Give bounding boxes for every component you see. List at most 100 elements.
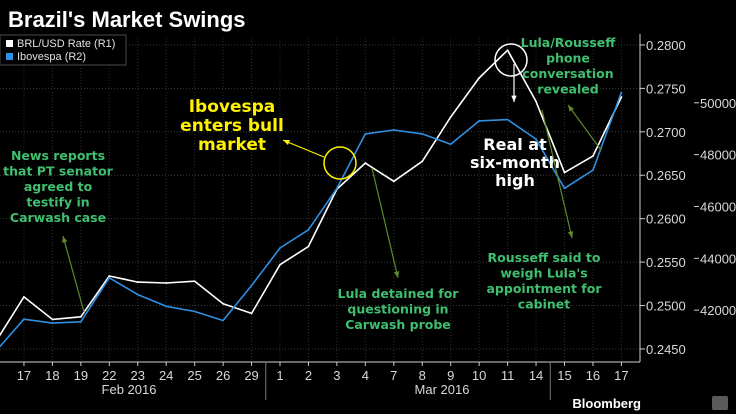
highlight-circle-high xyxy=(494,43,528,77)
data-point-brl xyxy=(250,312,253,315)
series-layer xyxy=(0,49,623,348)
data-point-brl xyxy=(222,302,225,305)
data-point-brl xyxy=(478,77,481,79)
annotation-lula-detained-line: Lula detained for xyxy=(338,286,460,301)
data-point-brl xyxy=(506,49,509,52)
annotation-news-line: testify in xyxy=(26,195,89,210)
data-point-ibov xyxy=(449,143,452,146)
connector-bull xyxy=(289,142,325,158)
x-tick-label: 24 xyxy=(159,368,173,383)
r2-tick-label: 46000 xyxy=(700,199,736,214)
data-point-brl xyxy=(535,100,537,103)
annotation-real-high-line: Real at xyxy=(483,135,547,154)
annotation-lula-detained-line: questioning in xyxy=(347,302,448,317)
data-point-brl xyxy=(193,280,196,283)
data-point-brl xyxy=(136,281,139,283)
data-point-brl xyxy=(592,155,594,158)
data-point-ibov xyxy=(478,120,481,122)
r2-tick-label: 50000 xyxy=(700,96,736,111)
x-tick-label: 26 xyxy=(216,368,230,383)
annotation-news-line: News reports xyxy=(11,148,105,163)
x-tick-label: 9 xyxy=(447,368,454,383)
chart-title: Brazil's Market Swings xyxy=(8,7,246,32)
data-point-ibov xyxy=(307,228,310,231)
r1-tick-label: 0.2750 xyxy=(646,81,686,96)
data-point-ibov xyxy=(108,276,111,279)
arrow-rousseff xyxy=(541,109,573,239)
r1-tick-label: 0.2600 xyxy=(646,212,686,227)
data-point-brl xyxy=(421,160,424,163)
x-tick-label: 3 xyxy=(333,368,340,383)
arrow-lula-detained-head xyxy=(393,271,400,278)
data-point-brl xyxy=(79,315,82,318)
annotation-phone-line: revealed xyxy=(537,82,598,97)
data-point-brl xyxy=(23,295,25,298)
arrow-bull-head xyxy=(283,140,290,145)
annotation-phone-line: phone xyxy=(546,51,590,66)
month-label-mar: Mar 2016 xyxy=(415,382,470,397)
annotation-phone-line: Lula/Rousseff xyxy=(521,35,617,50)
data-point-brl xyxy=(364,162,367,164)
annotation-real-high-line: high xyxy=(495,171,535,190)
arrow-rousseff-head xyxy=(567,231,574,238)
x-tick-label: 18 xyxy=(45,368,59,383)
x-tick-label: 16 xyxy=(586,368,600,383)
x-tick-label: 7 xyxy=(390,368,397,383)
annotation-rousseff-line: appointment for xyxy=(487,281,603,296)
data-point-ibov xyxy=(250,284,253,287)
legend-entry: BRL/USD Rate (R1) xyxy=(17,38,115,50)
data-point-ibov xyxy=(279,247,281,249)
legend: BRL/USD Rate (R1)Ibovespa (R2) xyxy=(0,34,127,66)
data-point-brl xyxy=(307,245,310,248)
x-tick-label: 23 xyxy=(131,368,145,383)
r2-tick-label: 44000 xyxy=(700,251,736,266)
x-tick-label: 14 xyxy=(529,368,543,383)
annotation-ibovespa-line: Ibovespa xyxy=(189,97,276,117)
data-point-brl xyxy=(165,282,168,284)
grid xyxy=(0,38,640,362)
r1-tick-label: 0.2650 xyxy=(646,168,686,183)
data-point-ibov xyxy=(392,129,395,131)
annotation-news-line: that PT senator xyxy=(3,164,113,179)
x-tick-label: 11 xyxy=(501,368,515,383)
data-point-ibov xyxy=(336,187,338,190)
x-tick-label: 29 xyxy=(244,368,258,383)
r1-tick-label: 0.2550 xyxy=(646,255,686,270)
arrow-real-high-head xyxy=(511,95,517,102)
x-tick-label: 17 xyxy=(17,368,31,383)
annotation-news-line: agreed to xyxy=(24,179,93,194)
x-tick-label: 2 xyxy=(305,368,312,383)
annotation-ibovespa-line: market xyxy=(198,135,266,155)
r1-tick-label: 0.2500 xyxy=(646,299,686,314)
data-point-ibov xyxy=(535,138,537,140)
data-point-ibov xyxy=(421,133,424,135)
x-tick-label: 17 xyxy=(614,368,628,383)
r2-tick-label: 42000 xyxy=(700,303,736,318)
annotation-rousseff-line: Rousseff said to xyxy=(488,250,601,265)
legend-box xyxy=(0,34,127,66)
data-point-ibov xyxy=(563,187,566,190)
arrow-phone-head xyxy=(568,105,574,112)
arrow-lula-detained xyxy=(371,167,399,279)
data-point-ibov xyxy=(165,305,168,308)
data-point-ibov xyxy=(23,318,25,321)
data-point-brl xyxy=(392,180,395,183)
data-point-ibov xyxy=(620,91,623,94)
data-point-ibov xyxy=(364,133,367,135)
x-tick-label: 1 xyxy=(276,368,283,383)
x-tick-label: 4 xyxy=(362,368,369,383)
data-point-brl xyxy=(108,275,111,277)
annotation-ibovespa-line: enters bull xyxy=(180,116,284,136)
r1-tick-label: 0.2800 xyxy=(646,38,686,53)
r1-tick-label: 0.2700 xyxy=(646,125,686,140)
arrow-news-head xyxy=(62,236,68,243)
axes: 0.2800 0.2750 0.2700 0.2650 0.2600 0.2550 0.25… xyxy=(0,34,736,400)
data-point-brl xyxy=(563,171,566,174)
data-point-brl xyxy=(51,318,54,321)
data-point-ibov xyxy=(79,320,82,323)
month-label-feb: Feb 2016 xyxy=(102,382,157,397)
annotation-lula-detained-line: Carwash probe xyxy=(345,317,451,332)
legend-entry: Ibovespa (R2) xyxy=(17,51,86,63)
